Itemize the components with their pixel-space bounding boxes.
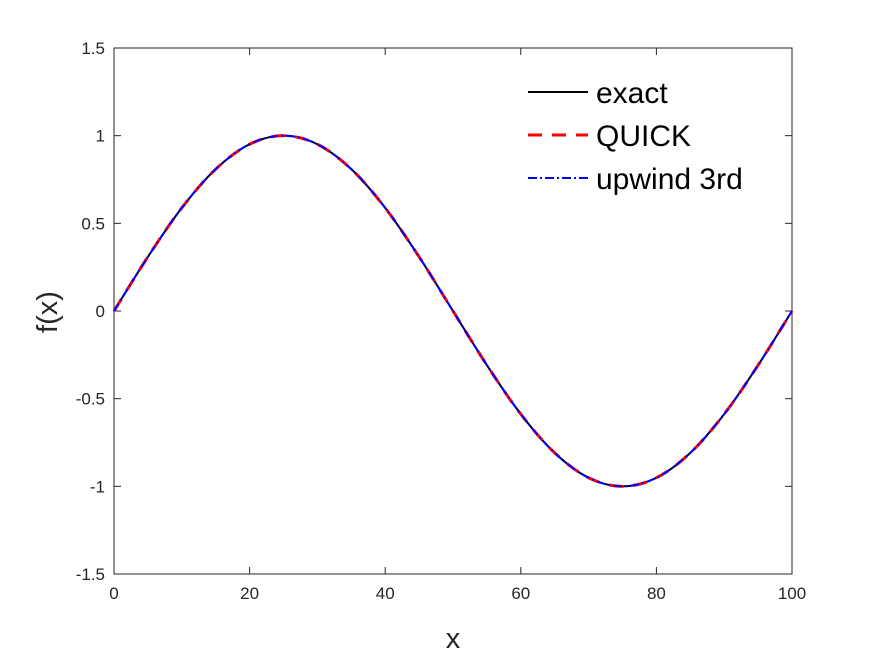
y-tick-label: -0.5 (76, 390, 105, 409)
legend-label: QUICK (596, 120, 691, 153)
x-axis-label: x (446, 623, 461, 655)
tick-labels: 0 20 40 60 80 100 -1.5 -1 -0.5 0 0.5 1 1.5 (76, 39, 806, 603)
legend: exact QUICK upwind 3rd (528, 77, 743, 196)
x-tick-label: 40 (376, 584, 395, 603)
y-axis-label: f(x) (32, 291, 64, 333)
x-tick-label: 80 (647, 584, 666, 603)
y-tick-label: 1.5 (81, 39, 105, 58)
x-tick-label: 100 (778, 584, 806, 603)
legend-label: exact (596, 77, 668, 110)
y-tick-label: -1 (90, 477, 105, 496)
y-tick-label: 0.5 (81, 214, 105, 233)
y-tick-label: -1.5 (76, 565, 105, 584)
x-tick-label: 20 (240, 584, 259, 603)
series-line-upwind-3rd (113, 134, 793, 488)
y-tick-label: 0 (96, 302, 105, 321)
tick-marks (113, 47, 793, 575)
x-tick-label: 60 (511, 584, 530, 603)
series-lines (112, 134, 794, 488)
y-tick-label: 1 (96, 127, 105, 146)
legend-label: upwind 3rd (596, 163, 743, 196)
x-tick-label: 0 (109, 584, 118, 603)
